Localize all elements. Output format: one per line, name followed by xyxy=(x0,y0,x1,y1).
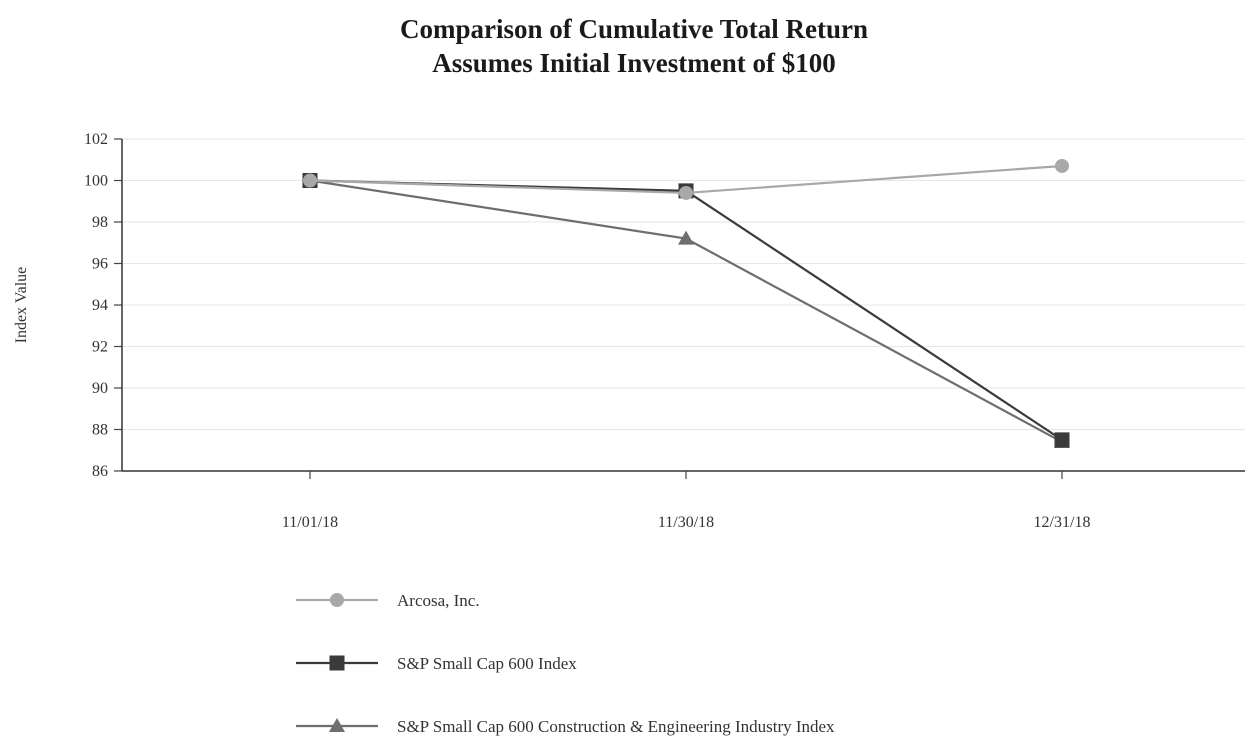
series-line-square xyxy=(309,179,1063,441)
legend-label: S&P Small Cap 600 Index xyxy=(397,654,577,673)
x-tick-label: 11/01/18 xyxy=(282,514,338,531)
chart-subtitle: Assumes Initial Investment of $100 xyxy=(432,48,836,78)
y-tick-label: 98 xyxy=(92,214,108,231)
y-tick-label: 90 xyxy=(92,380,108,397)
series-lines xyxy=(302,158,1070,448)
data-point-circle xyxy=(303,173,317,188)
chart-title-block: Comparison of Cumulative Total Return As… xyxy=(0,12,1248,80)
gridlines xyxy=(122,138,1245,430)
data-point-circle xyxy=(1055,158,1069,173)
data-point-triangle xyxy=(678,230,694,245)
y-tick-label: 86 xyxy=(92,463,108,480)
y-tick-label: 102 xyxy=(84,131,108,148)
legend-marker-square xyxy=(329,655,345,671)
legend: Arcosa, Inc. S&P Small Cap 600 Index S&P S… xyxy=(296,591,835,736)
chart-title: Comparison of Cumulative Total Return xyxy=(399,14,869,44)
y-axis-title: Index Value xyxy=(13,267,30,344)
data-point-circle xyxy=(679,185,693,200)
y-tick-label: 88 xyxy=(92,422,108,439)
axes: 86 88 90 92 94 96 98 100 102 11/01/18 11/30/18 12/3… xyxy=(13,131,1245,531)
data-point-square xyxy=(1054,432,1070,448)
series-line-triangle xyxy=(309,179,1063,443)
x-tick-label: 12/31/18 xyxy=(1034,514,1091,531)
legend-marker-triangle xyxy=(329,718,345,732)
x-tick-label: 11/30/18 xyxy=(658,514,714,531)
y-tick-label: 96 xyxy=(92,256,108,273)
legend-marker-circle xyxy=(330,593,344,607)
legend-label: Arcosa, Inc. xyxy=(397,591,480,610)
y-tick-label: 92 xyxy=(92,339,108,356)
y-tick-label: 100 xyxy=(84,173,108,190)
y-tick-label: 94 xyxy=(92,297,108,314)
legend-label: S&P Small Cap 600 Construction & Enginee… xyxy=(397,717,835,736)
